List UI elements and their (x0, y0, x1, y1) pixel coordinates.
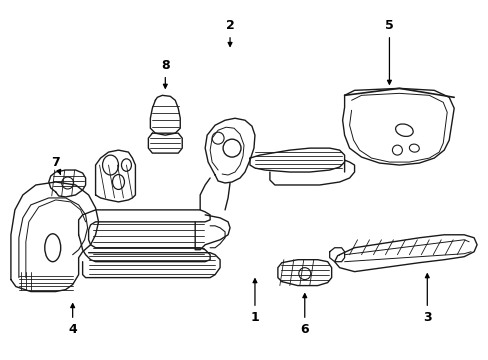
Text: 3: 3 (422, 274, 431, 324)
Text: 2: 2 (225, 19, 234, 46)
Text: 1: 1 (250, 279, 259, 324)
Text: 8: 8 (161, 59, 169, 88)
Text: 7: 7 (51, 156, 61, 174)
Text: 6: 6 (300, 294, 308, 336)
Text: 5: 5 (384, 19, 393, 84)
Text: 4: 4 (68, 304, 77, 336)
